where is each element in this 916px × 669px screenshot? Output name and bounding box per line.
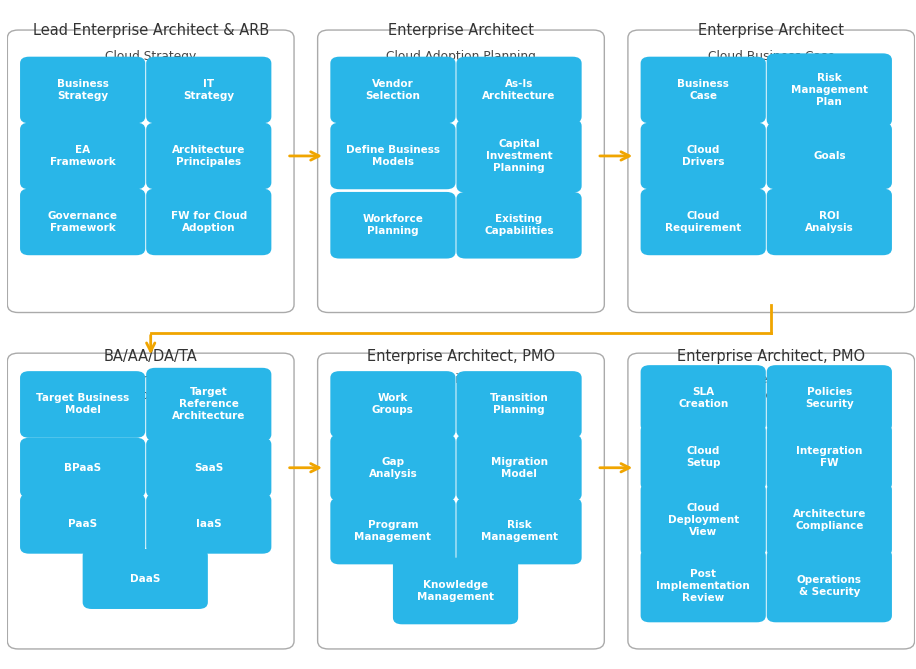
FancyBboxPatch shape (331, 192, 455, 258)
Text: Integration
FW: Integration FW (796, 446, 863, 468)
FancyBboxPatch shape (640, 57, 766, 123)
FancyBboxPatch shape (456, 371, 582, 438)
FancyBboxPatch shape (318, 353, 605, 649)
FancyBboxPatch shape (640, 549, 766, 622)
FancyBboxPatch shape (20, 57, 146, 123)
Text: As-Is
Architecture: As-Is Architecture (483, 79, 556, 101)
FancyBboxPatch shape (147, 57, 271, 123)
Text: Target
Reference
Architecture: Target Reference Architecture (172, 387, 245, 421)
FancyBboxPatch shape (767, 122, 892, 189)
FancyBboxPatch shape (147, 189, 271, 255)
Text: BA/AA/DA/TA: BA/AA/DA/TA (104, 349, 198, 364)
Text: Cloud Adoption Planning: Cloud Adoption Planning (386, 50, 536, 63)
Text: Cloud Implementation Planning
& Governance: Cloud Implementation Planning & Governan… (675, 373, 867, 402)
Text: Enterprise Architect: Enterprise Architect (698, 23, 845, 37)
Text: Enterprise Architect, PMO: Enterprise Architect, PMO (367, 349, 555, 364)
Text: ROI
Analysis: ROI Analysis (805, 211, 854, 233)
FancyBboxPatch shape (331, 57, 455, 123)
Text: Operations
& Security: Operations & Security (797, 575, 862, 597)
Text: SLA
Creation: SLA Creation (678, 387, 728, 409)
FancyBboxPatch shape (20, 189, 146, 255)
FancyBboxPatch shape (627, 353, 914, 649)
FancyBboxPatch shape (331, 371, 455, 438)
Text: Cloud
Requirement: Cloud Requirement (665, 211, 741, 233)
Text: Cloud
Deployment
View: Cloud Deployment View (668, 502, 739, 537)
Text: Cloud
Drivers: Cloud Drivers (682, 145, 725, 167)
Text: Cloud
Setup: Cloud Setup (686, 446, 721, 468)
FancyBboxPatch shape (627, 30, 914, 312)
Text: Governance
Framework: Governance Framework (48, 211, 117, 233)
Text: Target Business
Model: Target Business Model (36, 393, 129, 415)
FancyBboxPatch shape (82, 549, 208, 609)
Text: Workforce
Planning: Workforce Planning (363, 214, 423, 236)
Text: PaaS: PaaS (68, 518, 97, 529)
Text: Program
Management: Program Management (354, 520, 431, 542)
Text: Cloud Transition Planning: Cloud Transition Planning (384, 373, 539, 386)
FancyBboxPatch shape (20, 371, 146, 438)
Text: Knowledge
Management: Knowledge Management (417, 580, 494, 602)
Text: Existing
Capabilities: Existing Capabilities (485, 214, 554, 236)
FancyBboxPatch shape (767, 483, 892, 557)
Text: Capital
Investment
Planning: Capital Investment Planning (485, 139, 552, 173)
FancyBboxPatch shape (20, 122, 146, 189)
FancyBboxPatch shape (456, 119, 582, 193)
Text: Work
Groups: Work Groups (372, 393, 414, 415)
FancyBboxPatch shape (640, 483, 766, 557)
FancyBboxPatch shape (456, 57, 582, 123)
FancyBboxPatch shape (147, 494, 271, 554)
Text: Architecture
Principales: Architecture Principales (172, 145, 245, 167)
Text: Business
Strategy: Business Strategy (57, 79, 109, 101)
Text: Target Architecture
& Cloud Enabler: Target Architecture & Cloud Enabler (93, 373, 209, 402)
Text: BPaaS: BPaaS (64, 463, 101, 473)
FancyBboxPatch shape (20, 438, 146, 498)
Text: Post
Implementation
Review: Post Implementation Review (657, 569, 750, 603)
Text: Gap
Analysis: Gap Analysis (368, 457, 418, 479)
FancyBboxPatch shape (147, 368, 271, 441)
FancyBboxPatch shape (331, 434, 455, 501)
Text: Risk
Management: Risk Management (481, 520, 558, 542)
Text: Vendor
Selection: Vendor Selection (365, 79, 420, 101)
Text: SaaS: SaaS (194, 463, 224, 473)
FancyBboxPatch shape (767, 54, 892, 126)
Text: Transition
Planning: Transition Planning (490, 393, 549, 415)
FancyBboxPatch shape (7, 30, 294, 312)
FancyBboxPatch shape (331, 498, 455, 565)
Text: Enterprise Architect, PMO: Enterprise Architect, PMO (677, 349, 866, 364)
Text: EA
Framework: EA Framework (49, 145, 115, 167)
FancyBboxPatch shape (767, 365, 892, 432)
Text: Cloud Strategy: Cloud Strategy (105, 50, 196, 63)
FancyBboxPatch shape (318, 30, 605, 312)
FancyBboxPatch shape (456, 434, 582, 501)
FancyBboxPatch shape (640, 423, 766, 490)
FancyBboxPatch shape (147, 438, 271, 498)
FancyBboxPatch shape (331, 122, 455, 189)
Text: Migration
Model: Migration Model (491, 457, 548, 479)
FancyBboxPatch shape (640, 365, 766, 432)
Text: Enterprise Architect: Enterprise Architect (388, 23, 534, 37)
FancyBboxPatch shape (456, 498, 582, 565)
FancyBboxPatch shape (640, 122, 766, 189)
FancyBboxPatch shape (147, 122, 271, 189)
Text: Policies
Security: Policies Security (805, 387, 854, 409)
FancyBboxPatch shape (20, 494, 146, 554)
Text: Risk
Management
Plan: Risk Management Plan (791, 73, 867, 107)
FancyBboxPatch shape (767, 189, 892, 255)
FancyBboxPatch shape (767, 423, 892, 490)
FancyBboxPatch shape (456, 192, 582, 258)
Text: IT
Strategy: IT Strategy (183, 79, 234, 101)
Text: IaaS: IaaS (196, 518, 222, 529)
FancyBboxPatch shape (640, 189, 766, 255)
FancyBboxPatch shape (393, 558, 518, 624)
Text: Cloud Business Case: Cloud Business Case (708, 50, 834, 63)
Text: Goals: Goals (813, 151, 845, 161)
Text: DaaS: DaaS (130, 574, 160, 584)
Text: Architecture
Compliance: Architecture Compliance (792, 508, 866, 531)
Text: Define Business
Models: Define Business Models (346, 145, 440, 167)
FancyBboxPatch shape (7, 353, 294, 649)
Text: Business
Case: Business Case (677, 79, 729, 101)
Text: Lead Enterprise Architect & ARB: Lead Enterprise Architect & ARB (33, 23, 268, 37)
Text: FW for Cloud
Adoption: FW for Cloud Adoption (170, 211, 247, 233)
FancyBboxPatch shape (767, 549, 892, 622)
